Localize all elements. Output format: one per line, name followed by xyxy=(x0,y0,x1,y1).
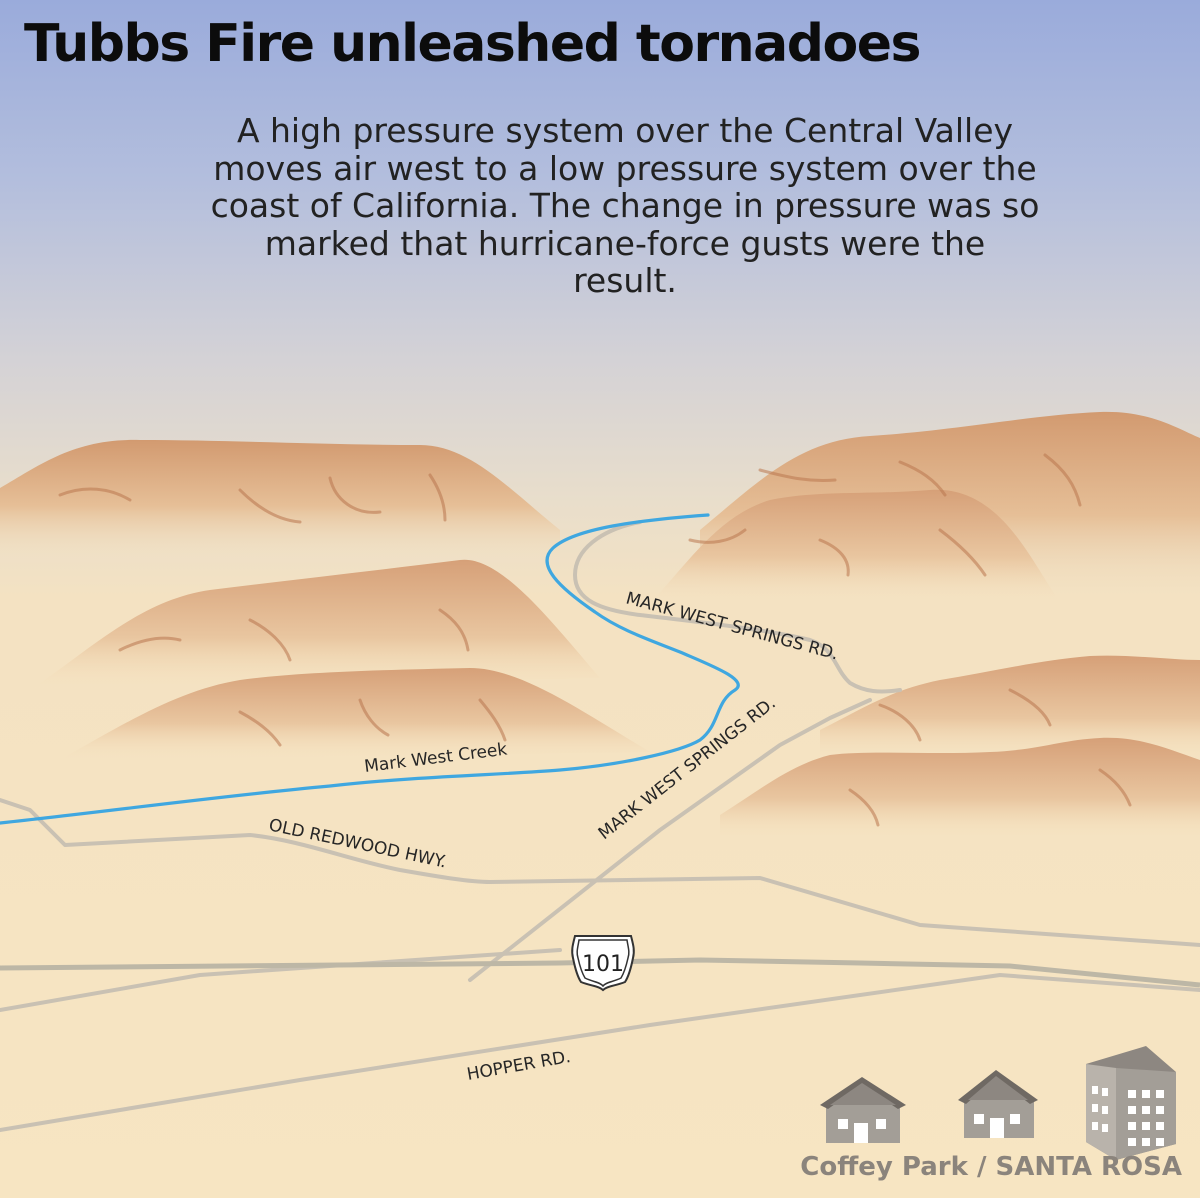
hill-right-lower xyxy=(720,737,1200,840)
road-mark-west-springs-upper xyxy=(573,520,902,694)
page-title: Tubbs Fire unleashed tornadoes xyxy=(24,14,921,74)
house-icon xyxy=(820,1077,906,1143)
road-hopper xyxy=(0,973,1200,1132)
office-building-icon xyxy=(1086,1046,1176,1160)
road-minor xyxy=(0,948,562,1012)
intro-text: A high pressure system over the Central … xyxy=(210,111,1040,300)
highway-shield-101: 101 xyxy=(571,935,635,992)
mark-west-creek xyxy=(0,513,740,825)
house-icon xyxy=(958,1070,1038,1138)
hill-mid-right xyxy=(655,489,1060,602)
road-old-redwood-hwy xyxy=(0,798,1200,947)
hill-back-left xyxy=(0,439,560,560)
hill-right-upper xyxy=(820,655,1200,760)
highway-101 xyxy=(0,957,1200,988)
hill-ridge-lines xyxy=(58,453,1132,827)
location-caption: Coffey Park / SANTA ROSA xyxy=(800,1152,1182,1182)
hill-mid-left xyxy=(30,559,600,690)
highway-shield-number: 101 xyxy=(582,952,624,977)
roads xyxy=(0,520,1200,1132)
